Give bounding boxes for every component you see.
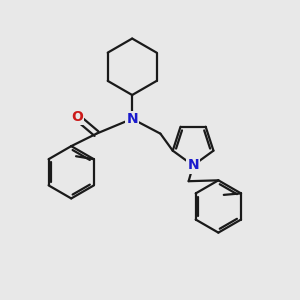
Text: N: N xyxy=(126,112,138,126)
Text: N: N xyxy=(187,158,199,172)
Text: O: O xyxy=(71,110,83,124)
